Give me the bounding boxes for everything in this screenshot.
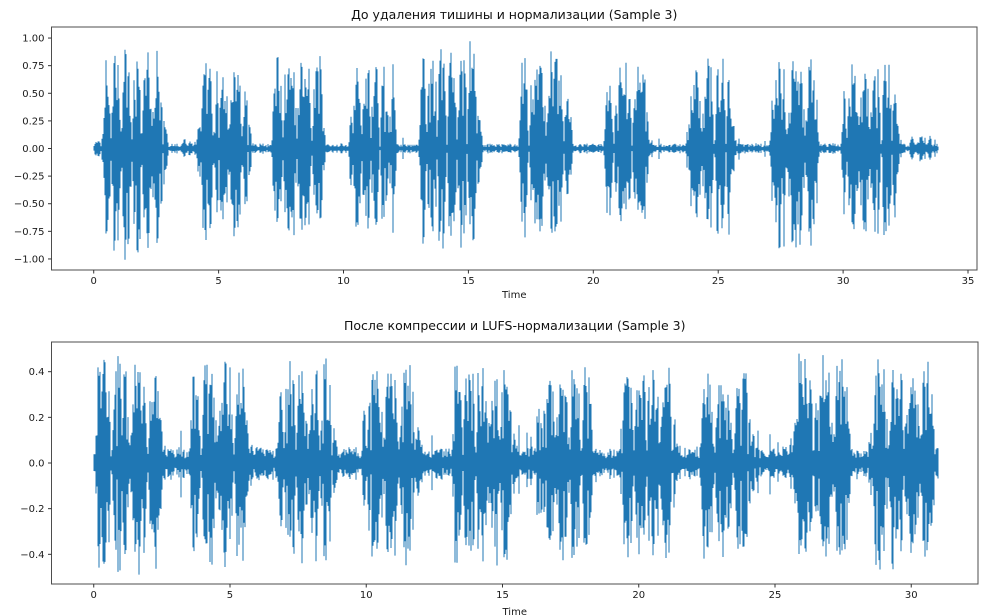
y-tick-label: −0.50 bbox=[14, 199, 45, 210]
x-tick-label: 10 bbox=[337, 276, 350, 287]
x-tick-label: 20 bbox=[632, 590, 645, 601]
x-axis-label: Time bbox=[502, 607, 527, 616]
x-tick-label: 0 bbox=[91, 590, 97, 601]
x-tick-label: 30 bbox=[905, 590, 918, 601]
x-tick-label: 30 bbox=[837, 276, 850, 287]
y-tick-label: −0.75 bbox=[14, 227, 45, 238]
y-tick-label: 0.0 bbox=[29, 459, 45, 470]
x-tick-label: 10 bbox=[360, 590, 373, 601]
y-tick-label: 0.00 bbox=[22, 144, 44, 155]
y-tick-label: 0.4 bbox=[29, 367, 45, 378]
y-tick-label: −0.25 bbox=[14, 172, 45, 183]
y-tick-label: 1.00 bbox=[22, 34, 44, 45]
y-tick-label: 0.25 bbox=[22, 116, 44, 127]
subplot-before-processing: 0 5 10 15 20 25 30 35 1.00 0.75 0.50 0.25 0.00 −0.25 −… bbox=[14, 7, 978, 301]
y-tick-label: 0.2 bbox=[29, 413, 45, 424]
x-tick-label: 25 bbox=[769, 590, 782, 601]
waveform-plot-before: 0 5 10 15 20 25 30 35 1.00 0.75 0.50 0.25 0.00 −0.25 −… bbox=[14, 7, 978, 301]
chart-title: После компрессии и LUFS-нормализации (Sa… bbox=[344, 318, 686, 333]
subplot-after-processing: 0 5 10 15 20 25 30 0.4 0.2 0.0 −0.2 −0.4 После компр… bbox=[0, 308, 987, 616]
x-tick-label: 5 bbox=[215, 276, 221, 287]
y-tick-label: −0.4 bbox=[20, 550, 44, 561]
waveform-trace-before bbox=[93, 41, 939, 260]
waveform-plot-after: 0 5 10 15 20 25 30 0.4 0.2 0.0 −0.2 −0.4 После компр… bbox=[20, 318, 979, 616]
waveform-trace-after bbox=[93, 353, 939, 575]
x-axis-label: Time bbox=[501, 290, 526, 301]
chart-title: До удаления тишины и нормализации (Sampl… bbox=[351, 7, 677, 22]
x-tick-label: 25 bbox=[712, 276, 725, 287]
y-tick-label: −1.00 bbox=[14, 254, 45, 265]
x-tick-label: 35 bbox=[962, 276, 975, 287]
x-tick-label: 15 bbox=[496, 590, 509, 601]
y-tick-label: −0.2 bbox=[20, 504, 44, 515]
y-tick-label: 0.75 bbox=[22, 61, 44, 72]
x-tick-label: 0 bbox=[91, 276, 97, 287]
x-tick-label: 20 bbox=[587, 276, 600, 287]
y-tick-label: 0.50 bbox=[22, 89, 44, 100]
x-tick-label: 15 bbox=[462, 276, 475, 287]
x-tick-label: 5 bbox=[227, 590, 233, 601]
